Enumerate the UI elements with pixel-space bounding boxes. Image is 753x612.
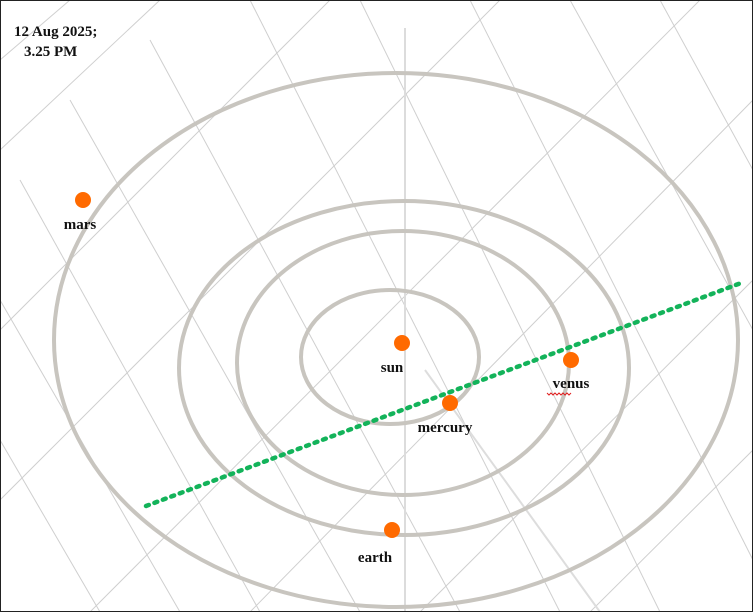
- sun-marker: [394, 335, 410, 351]
- mars-marker: [75, 192, 91, 208]
- grid-line: [659, 0, 753, 171]
- mercury-orbit: [299, 288, 481, 426]
- grid-line: [0, 0, 161, 151]
- grid-line: [469, 0, 753, 561]
- venus-label: venus: [553, 376, 590, 392]
- timestamp-date: 12 Aug 2025;: [14, 24, 98, 40]
- earth-marker: [384, 522, 400, 538]
- grid-line: [249, 99, 753, 612]
- earth-orbit: [177, 199, 631, 537]
- grid-line: [69, 99, 361, 612]
- body-labels: sun mercury venus earth mars: [64, 217, 590, 566]
- celestial-bodies: [75, 192, 579, 538]
- grid-line: [569, 0, 753, 331]
- alignment-line: [143, 280, 744, 509]
- timestamp-time: 3.25 PM: [24, 44, 78, 60]
- grid-line: [0, 0, 331, 331]
- grid-line: [0, 0, 501, 501]
- grid-line: [589, 449, 753, 612]
- alignment-line-group: [143, 280, 744, 509]
- timestamp: 12 Aug 2025; 3.25 PM: [14, 22, 97, 62]
- sun-label: sun: [381, 360, 404, 376]
- grid-line: [359, 0, 661, 612]
- grid-line: [149, 39, 461, 612]
- grid-line: [19, 179, 261, 612]
- mars-orbit: [52, 71, 740, 609]
- mars-label: mars: [64, 217, 97, 233]
- mercury-label: mercury: [418, 420, 473, 436]
- earth-label: earth: [358, 550, 393, 566]
- grid-line: [89, 0, 701, 612]
- grid-line: [0, 439, 101, 612]
- grid-line: [419, 279, 753, 612]
- spellcheck-underline: [546, 392, 572, 396]
- mercury-marker: [442, 395, 458, 411]
- grid-line: [0, 0, 71, 61]
- venus-marker: [563, 352, 579, 368]
